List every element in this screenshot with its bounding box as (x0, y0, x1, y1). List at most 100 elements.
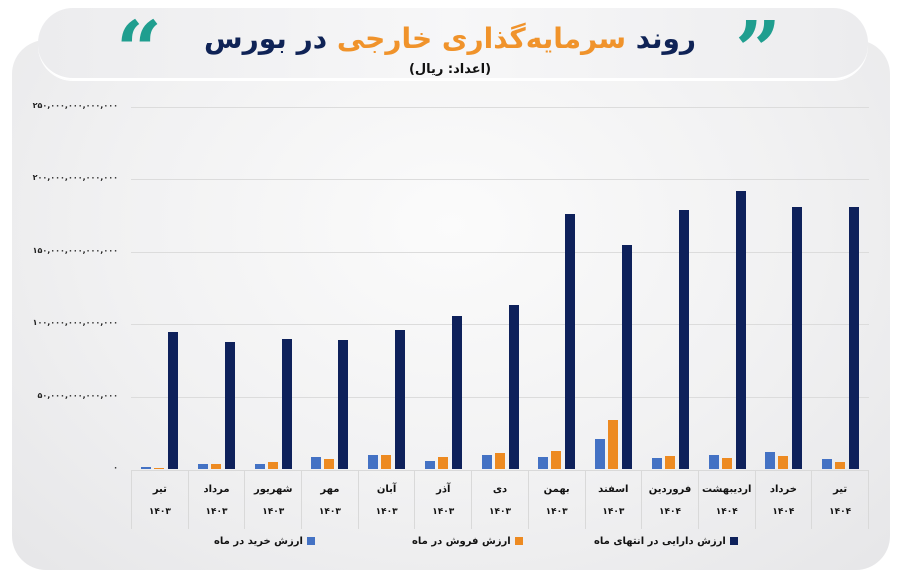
legend-swatch-buy (306, 537, 315, 545)
bar-buy (197, 463, 208, 469)
bar-group (812, 107, 869, 469)
bar-group (131, 107, 188, 469)
legend-label-asset: ارزش دارایی در انتهای ماه (594, 535, 726, 547)
bar-sell (721, 458, 732, 469)
y-tick-label: ۲۵۰,۰۰۰,۰۰۰,۰۰۰,۰۰۰ (32, 101, 119, 110)
bar-sell (267, 462, 278, 469)
y-tick-label: ۵۰,۰۰۰,۰۰۰,۰۰۰,۰۰۰ (37, 390, 118, 400)
category-month: شهریور (254, 483, 293, 495)
open-quote-icon: “ (116, 3, 163, 97)
bar-asset (792, 206, 803, 469)
bar-group (358, 107, 415, 469)
category-year: ۱۴۰۳ (602, 506, 625, 517)
legend-swatch-sell (514, 537, 523, 545)
y-tick-label: ۰ (113, 463, 118, 472)
category-month: آذر (436, 483, 451, 495)
bar-sell (437, 457, 448, 469)
gridline (131, 251, 869, 253)
bar-sell (551, 451, 562, 469)
x-axis-category: بهمن ۱۴۰۳ (527, 471, 585, 529)
category-month: تیر (152, 483, 167, 495)
x-axis-category: خرداد ۱۴۰۴ (754, 471, 812, 529)
x-axis-category: دی ۱۴۰۳ (471, 471, 528, 529)
plot-area (131, 107, 869, 469)
x-axis-category: فروردین ۱۴۰۴ (641, 471, 698, 529)
category-month: تیر (833, 483, 848, 495)
x-axis-category: مهر ۱۴۰۳ (301, 471, 358, 529)
bar-asset (678, 209, 689, 469)
bar-buy (651, 458, 662, 469)
bar-sell (608, 419, 619, 469)
bar-asset (565, 214, 576, 469)
bar-buy (141, 466, 151, 469)
bar-buy (708, 454, 719, 469)
bar-asset (849, 206, 860, 469)
x-axis-category: شهریور ۱۴۰۳ (244, 471, 301, 529)
bar-buy (822, 459, 833, 469)
x-axis-category: آذر ۱۴۰۳ (414, 471, 471, 529)
legend-item-sell: ارزش فروش در ماه (412, 533, 523, 549)
bar-sell (154, 467, 164, 469)
legend-label-buy: ارزش خرید در ماه (214, 535, 303, 547)
bar-group (301, 107, 358, 469)
chart-subtitle: (اعداد: ریال) (408, 62, 492, 77)
bar-asset (395, 330, 406, 469)
category-year: ۱۴۰۴ (772, 506, 795, 517)
legend-item-buy: ارزش خرید در ماه (214, 533, 315, 549)
bar-group (585, 107, 642, 469)
category-year: ۱۴۰۴ (829, 506, 852, 517)
bar-group (699, 107, 756, 469)
category-year: ۱۴۰۳ (375, 506, 398, 517)
category-year: ۱۴۰۴ (659, 506, 682, 517)
bar-sell (381, 454, 392, 469)
bar-sell (324, 459, 335, 469)
category-year: ۱۴۰۳ (148, 506, 171, 517)
category-month: دی (492, 483, 508, 495)
bar-asset (451, 315, 462, 469)
bar-asset (168, 332, 178, 469)
category-month: اردیبهشت (701, 483, 752, 495)
x-axis-category: تیر ۱۴۰۳ (131, 471, 188, 529)
header-banner (38, 8, 868, 80)
bar-buy (368, 454, 379, 469)
legend-label-sell: ارزش فروش در ماه (412, 535, 511, 547)
category-month: اسفند (598, 483, 629, 495)
category-year: ۱۴۰۳ (262, 506, 285, 517)
y-tick-label: ۱۰۰,۰۰۰,۰۰۰,۰۰۰,۰۰۰ (32, 318, 119, 328)
category-month: بهمن (543, 483, 570, 495)
bar-sell (778, 455, 789, 469)
category-month: مرداد (203, 483, 230, 495)
gridline (131, 396, 869, 398)
category-month: آبان (376, 483, 397, 495)
category-year: ۱۴۰۳ (488, 506, 511, 517)
bar-asset (281, 338, 292, 469)
category-year: ۱۴۰۳ (545, 506, 568, 517)
bar-group (188, 107, 245, 469)
title-prefix: روند (635, 22, 696, 55)
title-highlight: سرمایه‌گذاری خارجی (336, 22, 627, 55)
gridline (131, 324, 869, 326)
y-tick-label: ۱۵۰,۰۰۰,۰۰۰,۰۰۰,۰۰۰ (32, 245, 119, 255)
title-suffix: در بورس (204, 22, 328, 55)
bar-buy (254, 464, 265, 469)
category-year: ۱۴۰۴ (715, 506, 738, 517)
chart-title: روند سرمایه‌گذاری خارجی در بورس (0, 22, 900, 56)
bar-group (755, 107, 812, 469)
bar-buy (538, 456, 549, 469)
bar-sell (494, 453, 505, 469)
bar-asset (735, 190, 746, 469)
legend-swatch-asset (729, 537, 738, 545)
x-axis-category: تیر ۱۴۰۴ (811, 471, 869, 529)
x-axis-category: آبان ۱۴۰۳ (357, 471, 415, 529)
x-axis-category: مرداد ۱۴۰۳ (187, 471, 245, 529)
category-year: ۱۴۰۳ (205, 506, 228, 517)
bar-group (528, 107, 585, 469)
close-quote-icon: ” (735, 3, 782, 97)
bar-sell (835, 461, 846, 469)
gridline (131, 179, 869, 181)
category-year: ۱۴۰۳ (318, 506, 341, 517)
bar-asset (224, 341, 235, 469)
bar-group (415, 107, 472, 469)
category-month: فروردین (648, 483, 692, 495)
bar-group (642, 107, 699, 469)
